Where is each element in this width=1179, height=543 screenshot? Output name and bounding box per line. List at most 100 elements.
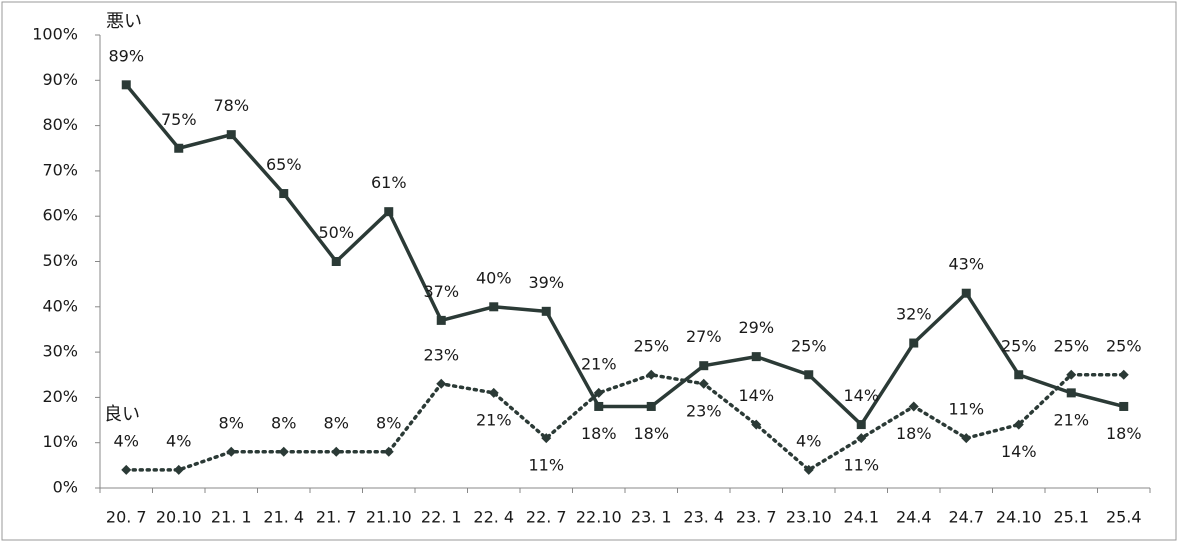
x-tick-label: 21. 1 bbox=[211, 508, 252, 527]
marker bbox=[646, 369, 657, 380]
data-label: 8% bbox=[324, 413, 349, 432]
data-label: 18% bbox=[896, 424, 932, 443]
marker bbox=[1014, 370, 1024, 380]
data-label: 25% bbox=[1001, 336, 1037, 355]
y-tick-label: 30% bbox=[42, 342, 78, 361]
data-label: 4% bbox=[166, 431, 191, 450]
x-tick-label: 23. 7 bbox=[736, 508, 777, 527]
marker bbox=[226, 446, 237, 457]
y-tick-label: 60% bbox=[42, 206, 78, 225]
x-tick-label: 23. 1 bbox=[631, 508, 672, 527]
marker bbox=[226, 130, 236, 140]
data-label: 61% bbox=[371, 173, 407, 192]
marker bbox=[331, 446, 342, 457]
x-tick-label: 24.4 bbox=[896, 508, 932, 527]
marker bbox=[1066, 388, 1076, 398]
marker bbox=[383, 446, 394, 457]
y-tick-label: 50% bbox=[42, 251, 78, 270]
marker bbox=[646, 401, 656, 411]
marker bbox=[856, 433, 867, 444]
data-label: 25% bbox=[1053, 336, 1089, 355]
data-label: 18% bbox=[633, 424, 669, 443]
data-label: 14% bbox=[738, 386, 774, 405]
series-name: 悪い bbox=[106, 11, 142, 32]
marker bbox=[1013, 419, 1024, 430]
marker bbox=[751, 419, 762, 430]
data-label: 78% bbox=[213, 96, 249, 115]
marker bbox=[174, 143, 184, 153]
y-tick-label: 70% bbox=[42, 160, 78, 179]
data-label: 89% bbox=[108, 46, 144, 65]
data-label: 18% bbox=[581, 424, 617, 443]
marker bbox=[541, 306, 551, 316]
marker bbox=[278, 446, 289, 457]
data-label: 14% bbox=[1001, 442, 1037, 461]
marker bbox=[489, 302, 499, 312]
marker bbox=[384, 207, 394, 217]
data-label: 4% bbox=[114, 431, 139, 450]
marker bbox=[909, 338, 919, 348]
marker bbox=[961, 288, 971, 298]
x-tick-label: 23.10 bbox=[786, 508, 832, 527]
y-tick-label: 20% bbox=[42, 387, 78, 406]
marker bbox=[541, 433, 552, 444]
marker bbox=[593, 387, 604, 398]
data-label: 32% bbox=[896, 305, 932, 324]
data-label: 75% bbox=[161, 110, 197, 129]
data-label: 50% bbox=[318, 223, 354, 242]
marker bbox=[961, 433, 972, 444]
x-tick-label: 24.10 bbox=[996, 508, 1042, 527]
data-label: 29% bbox=[738, 318, 774, 337]
marker bbox=[436, 315, 446, 325]
data-label: 25% bbox=[633, 336, 669, 355]
marker bbox=[331, 257, 341, 266]
x-tick-label: 22. 1 bbox=[421, 508, 462, 527]
marker bbox=[698, 378, 709, 389]
data-label: 11% bbox=[948, 400, 984, 419]
data-label: 4% bbox=[796, 431, 821, 450]
data-label: 18% bbox=[1106, 424, 1142, 443]
data-label: 27% bbox=[686, 327, 722, 346]
marker bbox=[279, 189, 289, 199]
x-tick-label: 23. 4 bbox=[683, 508, 724, 527]
data-label: 25% bbox=[791, 336, 827, 355]
marker bbox=[1066, 369, 1077, 380]
y-tick-label: 100% bbox=[32, 25, 78, 44]
data-label: 14% bbox=[843, 386, 879, 405]
x-tick-label: 24.7 bbox=[948, 508, 984, 527]
data-label: 8% bbox=[219, 413, 244, 432]
marker bbox=[1118, 369, 1129, 380]
data-label: 21% bbox=[1053, 410, 1089, 429]
marker bbox=[1119, 401, 1129, 411]
data-label: 40% bbox=[476, 268, 512, 287]
x-tick-label: 24.1 bbox=[843, 508, 879, 527]
y-tick-label: 10% bbox=[42, 432, 78, 451]
y-tick-label: 0% bbox=[53, 478, 78, 497]
series-line bbox=[124, 83, 1125, 427]
x-tick-label: 20. 7 bbox=[106, 508, 147, 527]
marker bbox=[908, 401, 919, 412]
data-label: 37% bbox=[423, 282, 459, 301]
x-tick-label: 25.1 bbox=[1053, 508, 1089, 527]
y-tick-label: 40% bbox=[42, 296, 78, 315]
data-label: 43% bbox=[948, 255, 984, 274]
data-label: 25% bbox=[1106, 336, 1142, 355]
data-label: 23% bbox=[423, 345, 459, 364]
series-line bbox=[124, 373, 1126, 472]
x-tick-label: 22. 7 bbox=[526, 508, 567, 527]
marker bbox=[121, 464, 132, 475]
data-label: 21% bbox=[581, 354, 617, 373]
marker bbox=[121, 80, 131, 90]
x-tick-label: 22. 4 bbox=[473, 508, 514, 527]
marker bbox=[751, 352, 761, 362]
data-label: 8% bbox=[376, 413, 401, 432]
x-tick-label: 21. 4 bbox=[263, 508, 304, 527]
data-label: 65% bbox=[266, 155, 302, 174]
marker bbox=[803, 464, 814, 475]
marker bbox=[594, 401, 604, 411]
data-label: 11% bbox=[528, 456, 564, 475]
marker bbox=[804, 370, 814, 380]
data-label: 8% bbox=[271, 413, 296, 432]
